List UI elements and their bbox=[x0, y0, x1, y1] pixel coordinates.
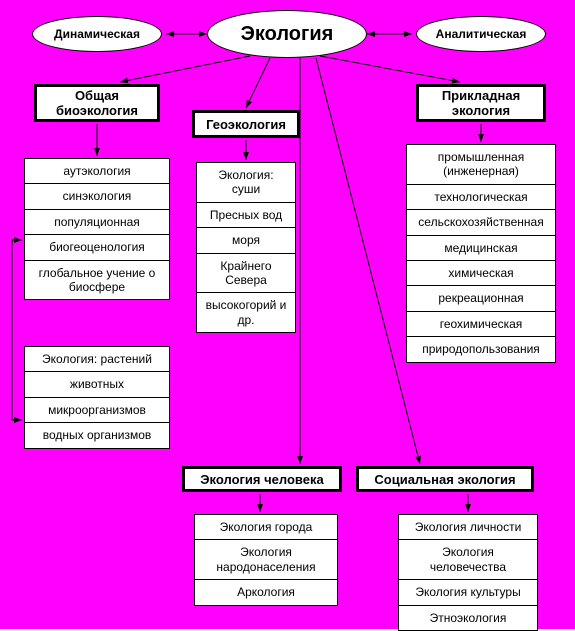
side-ellipse-label: Динамическая bbox=[54, 27, 140, 41]
list-row: сельскохозяйственная bbox=[407, 210, 555, 235]
list-row: рекреационная bbox=[407, 286, 555, 311]
side-ellipse-label: Аналитическая bbox=[436, 27, 527, 41]
list-row: биогеоценология bbox=[25, 235, 169, 260]
list-row: природопользования bbox=[407, 337, 555, 361]
header-label: Геоэкология bbox=[206, 117, 286, 132]
header-label: Социальная экология bbox=[374, 472, 515, 487]
header-label: Экология человека bbox=[200, 472, 323, 487]
list-row: химическая bbox=[407, 261, 555, 286]
arrow bbox=[120, 56, 250, 82]
list-row: глобальное учение о биосфере bbox=[25, 261, 169, 300]
list-row: промышленная (инженерная) bbox=[407, 145, 555, 185]
list-row: геохимическая bbox=[407, 312, 555, 337]
header-label: Прикладная экология bbox=[442, 88, 520, 118]
list-row: аутэкология bbox=[25, 159, 169, 184]
arrow bbox=[316, 58, 420, 464]
list-row: Экология человечества bbox=[399, 540, 537, 580]
list-geo: Экология: сушиПресных водморяКрайнего Се… bbox=[196, 162, 296, 333]
header-app: Прикладная экология bbox=[416, 84, 546, 122]
list-row: Экология: растений bbox=[25, 347, 169, 372]
diagram-canvas: Экология Динамическая Аналитическая Общая б… bbox=[0, 0, 575, 629]
list-row: Этноэкология bbox=[399, 606, 537, 630]
list-row: Экология культуры bbox=[399, 580, 537, 605]
header-soc: Социальная экология bbox=[356, 466, 534, 492]
list-bio2: Экология: растенийживотныхмикроорганизмо… bbox=[24, 346, 170, 449]
list-app: промышленная (инженерная)технологическая… bbox=[406, 144, 556, 363]
list-row: высокогорий и др. bbox=[197, 293, 295, 332]
list-bio1: аутэкологиясинэкологияпопуляционнаябиоге… bbox=[24, 158, 170, 300]
list-soc: Экология личностиЭкология человечестваЭк… bbox=[398, 514, 538, 631]
list-row: технологическая bbox=[407, 185, 555, 210]
list-row: Экология: суши bbox=[197, 163, 295, 203]
list-row: медицинская bbox=[407, 236, 555, 261]
list-row: Экология народонаселения bbox=[195, 540, 337, 580]
header-bio: Общая биоэкология bbox=[34, 84, 160, 122]
side-ellipse: Динамическая bbox=[32, 16, 162, 52]
header-geo: Геоэкология bbox=[192, 110, 300, 138]
arrow bbox=[320, 56, 460, 82]
header-label: Общая биоэкология bbox=[56, 88, 138, 118]
list-row: животных bbox=[25, 372, 169, 397]
header-human: Экология человека bbox=[182, 466, 342, 492]
list-row: водных организмов bbox=[25, 423, 169, 447]
list-row: микроорганизмов bbox=[25, 398, 169, 423]
list-row: Аркология bbox=[195, 580, 337, 604]
root-label: Экология bbox=[241, 23, 334, 46]
list-row: Пресных вод bbox=[197, 203, 295, 228]
list-row: популяционная bbox=[25, 210, 169, 235]
root-ellipse: Экология bbox=[207, 10, 367, 58]
side-ellipse: Аналитическая bbox=[416, 16, 546, 52]
list-human: Экология городаЭкология народонаселенияА… bbox=[194, 514, 338, 606]
arrow bbox=[246, 58, 270, 108]
list-row: синэкология bbox=[25, 184, 169, 209]
list-row: Экология города bbox=[195, 515, 337, 540]
list-row: моря bbox=[197, 228, 295, 253]
list-row: Крайнего Севера bbox=[197, 254, 295, 294]
list-row: Экология личности bbox=[399, 515, 537, 540]
loop-connector bbox=[12, 240, 22, 420]
